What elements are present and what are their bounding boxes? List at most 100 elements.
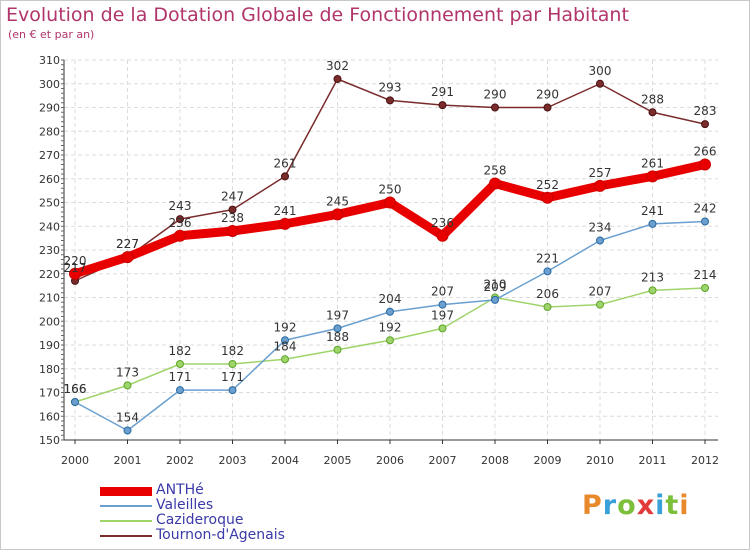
x-tick-label: 2009 <box>534 454 562 467</box>
data-point-valeilles <box>438 300 447 309</box>
data-point-anth- <box>69 267 81 280</box>
data-label-cazideroque: 182 <box>169 344 192 358</box>
data-label-valeilles: 154 <box>116 411 139 425</box>
data-point-cazideroque <box>596 300 604 309</box>
data-point-cazideroque <box>543 303 552 311</box>
y-tick-label: 280 <box>39 125 60 138</box>
data-label-anth-: 241 <box>274 204 297 218</box>
data-label-tournon-d-agenais: 293 <box>379 80 402 94</box>
y-tick-label: 200 <box>39 315 60 328</box>
data-label-anth-: 227 <box>116 237 139 251</box>
logo-letter: o <box>617 490 637 521</box>
data-label-cazideroque: 206 <box>536 287 559 301</box>
legend-label: Valeilles <box>156 497 214 513</box>
data-label-valeilles: 242 <box>694 202 717 216</box>
data-label-cazideroque: 207 <box>589 285 612 299</box>
data-label-valeilles: 234 <box>589 221 612 235</box>
proxiti-logo: Proxiti <box>582 490 690 521</box>
data-point-cazideroque <box>228 360 237 368</box>
data-point-tournon-d-agenais <box>281 172 289 181</box>
data-point-anth- <box>699 158 711 171</box>
data-label-valeilles: 207 <box>431 285 454 299</box>
legend-swatch <box>100 520 152 522</box>
y-tick-label: 220 <box>39 268 60 281</box>
data-label-cazideroque: 210 <box>484 278 507 292</box>
x-tick-label: 2004 <box>271 454 299 467</box>
legend-label: ANTHé <box>156 482 204 498</box>
x-tick-label: 2008 <box>481 454 509 467</box>
data-label-anth-: 236 <box>431 216 454 230</box>
x-tick-label: 2011 <box>639 454 667 467</box>
data-label-cazideroque: 182 <box>221 344 244 358</box>
y-tick-label: 260 <box>39 173 60 186</box>
data-label-tournon-d-agenais: 302 <box>326 59 349 73</box>
data-point-valeilles <box>701 217 709 226</box>
data-label-tournon-d-agenais: 243 <box>169 199 192 213</box>
data-label-anth-: 252 <box>536 178 559 192</box>
data-point-valeilles <box>648 219 657 228</box>
data-point-anth- <box>226 225 239 237</box>
x-tick-label: 2001 <box>114 454 142 467</box>
data-point-tournon-d-agenais <box>228 205 237 214</box>
data-label-tournon-d-agenais: 290 <box>484 88 507 102</box>
data-label-anth-: 261 <box>641 156 664 170</box>
data-label-anth-: 220 <box>64 254 87 268</box>
data-point-anth- <box>436 229 449 242</box>
data-label-anth-: 245 <box>326 194 349 208</box>
data-label-cazideroque: 213 <box>641 270 664 284</box>
legend-swatch <box>100 535 152 537</box>
data-point-cazideroque <box>281 355 289 364</box>
chart-title: Evolution de la Dotation Globale de Fonc… <box>6 4 629 26</box>
data-label-valeilles: 171 <box>221 370 244 384</box>
data-point-valeilles <box>596 236 604 245</box>
data-label-anth-: 238 <box>221 211 244 225</box>
legend-item: Tournon-d'Agenais <box>100 527 360 544</box>
data-point-tournon-d-agenais <box>701 120 709 129</box>
data-point-anth- <box>541 191 554 204</box>
data-label-anth-: 250 <box>379 183 402 197</box>
data-point-anth- <box>646 170 659 183</box>
data-label-anth-: 266 <box>694 145 717 159</box>
data-point-cazideroque <box>123 381 132 390</box>
y-tick-label: 160 <box>39 410 60 423</box>
data-point-anth- <box>384 196 396 209</box>
legend: ANTHé Valeilles Cazideroque Tournon-d'Agena… <box>100 482 360 544</box>
data-point-valeilles <box>543 267 552 276</box>
legend-label: Cazideroque <box>156 512 244 528</box>
logo-letter: i <box>679 490 690 521</box>
x-tick-label: 2006 <box>376 454 404 467</box>
data-point-valeilles <box>123 426 132 435</box>
data-label-valeilles: 171 <box>169 370 192 384</box>
data-label-cazideroque: 197 <box>431 308 454 322</box>
logo-letter: i <box>655 490 666 521</box>
chart-subtitle: (en € et par an) <box>8 28 95 41</box>
data-label-valeilles: 204 <box>379 292 402 306</box>
y-tick-label: 170 <box>39 387 60 400</box>
legend-swatch <box>100 486 152 496</box>
data-point-tournon-d-agenais <box>648 108 657 117</box>
legend-label: Tournon-d'Agenais <box>156 527 285 543</box>
data-point-tournon-d-agenais <box>596 79 604 88</box>
y-tick-label: 210 <box>39 292 60 305</box>
data-point-valeilles <box>228 386 237 395</box>
data-label-valeilles: 241 <box>641 204 664 218</box>
logo-letter: P <box>582 490 603 521</box>
data-label-tournon-d-agenais: 261 <box>274 156 297 170</box>
data-point-cazideroque <box>648 286 657 295</box>
data-point-cazideroque <box>438 324 447 333</box>
data-label-cazideroque: 173 <box>116 365 139 379</box>
data-label-tournon-d-agenais: 288 <box>641 92 664 106</box>
logo-letter: x <box>636 490 656 521</box>
data-label-tournon-d-agenais: 290 <box>536 88 559 102</box>
data-point-anth- <box>594 179 606 192</box>
data-point-tournon-d-agenais <box>386 96 394 105</box>
y-tick-label: 180 <box>39 363 60 376</box>
data-label-cazideroque: 184 <box>274 339 297 353</box>
data-label-tournon-d-agenais: 300 <box>589 64 612 78</box>
data-point-anth- <box>279 217 291 230</box>
x-tick-label: 2007 <box>429 454 457 467</box>
data-label-tournon-d-agenais: 217 <box>64 261 87 275</box>
data-point-cazideroque <box>333 345 342 354</box>
data-label-cazideroque: 166 <box>64 382 87 396</box>
